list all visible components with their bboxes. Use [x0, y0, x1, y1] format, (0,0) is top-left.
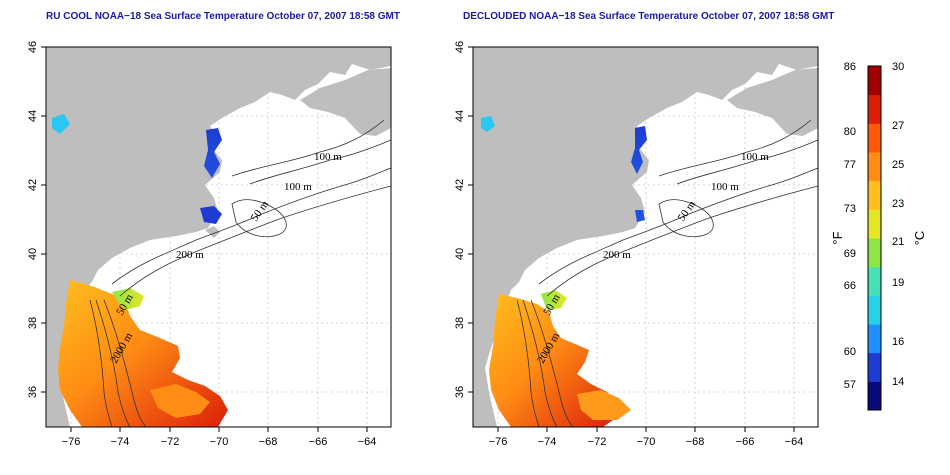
left-map-nova-scotia	[300, 68, 391, 136]
right-lon-label: −68	[686, 436, 705, 448]
colorbar-cell	[868, 209, 881, 239]
right-lon-label: −70	[637, 436, 656, 448]
colorbar-c-tick: 27	[892, 120, 904, 132]
colorbar-c-tick: 21	[892, 236, 904, 248]
colorbar-f-tick: 69	[844, 248, 856, 260]
right-map-ticks	[468, 46, 795, 432]
right-lon-label: −66	[736, 436, 755, 448]
left-map-panel: 100 m 100 m 50 m 200 m 50 m 2000 m −76 −…	[27, 41, 392, 448]
colorbar-c-tick: 25	[892, 159, 904, 171]
left-map-lon-labels: −76 −74 −72 −70 −68 −66 −64	[62, 436, 377, 448]
left-contour-label-200m: 200 m	[176, 249, 204, 261]
right-lat-label: 38	[454, 317, 466, 329]
colorbar-cell	[868, 152, 881, 182]
colorbar-cell	[868, 295, 881, 325]
right-map-sst-green	[541, 290, 567, 310]
colorbar-cells	[868, 66, 881, 411]
colorbar-c-tick: 30	[892, 61, 904, 73]
colorbar-cell	[868, 381, 881, 411]
left-map-contours	[89, 119, 392, 428]
colorbar-f-tick: 60	[844, 346, 856, 358]
colorbar-c-ticks: 30 27 25 23 21 19 16 14	[892, 61, 904, 388]
right-map-sst-orange-offshore	[577, 390, 631, 420]
left-lat-label: 36	[27, 386, 39, 398]
colorbar-frame	[867, 65, 882, 411]
right-lon-label: −76	[489, 436, 508, 448]
colorbar-f-tick: 66	[844, 280, 856, 292]
right-lon-label: −64	[785, 436, 804, 448]
right-contour-label-200m: 200 m	[603, 249, 631, 261]
left-map-sst-cyan-lake	[52, 114, 70, 134]
right-map-nova-scotia	[727, 68, 818, 136]
colorbar-c-tick: 16	[892, 336, 904, 348]
colorbar-f-tick: 80	[844, 126, 856, 138]
colorbar-cell	[868, 238, 881, 268]
left-lat-label: 42	[27, 179, 39, 191]
right-contour-label-100m-b: 100 m	[711, 181, 739, 193]
left-lon-label: −66	[309, 436, 328, 448]
right-map-lon-labels: −76 −74 −72 −70 −68 −66 −64	[489, 436, 804, 448]
right-lon-label: −72	[588, 436, 607, 448]
colorbar-cell	[868, 66, 881, 96]
left-lat-label: 44	[27, 110, 39, 122]
colorbar-f-tick: 57	[844, 379, 856, 391]
left-map-lat-labels: 46 44 42 40 38 36	[27, 41, 39, 398]
right-map-panel: 100 m 100 m 50 m 200 m 50 m 2000 m −76 −…	[454, 41, 819, 448]
left-contour-label-100m-a: 100 m	[314, 151, 342, 163]
left-contour-label-100m-b: 100 m	[284, 181, 312, 193]
right-map-title: DECLOUDED NOAA−18 Sea Surface Temperatur…	[463, 11, 835, 22]
right-contour-label-100m-a: 100 m	[741, 151, 769, 163]
colorbar-cell	[868, 94, 881, 124]
colorbar-celsius-label: °C	[912, 231, 927, 246]
right-lat-label: 46	[454, 41, 466, 53]
right-lon-label: −74	[538, 436, 557, 448]
colorbar-fahrenheit-label: °F	[830, 231, 845, 244]
left-lat-label: 40	[27, 248, 39, 260]
colorbar-cell	[868, 266, 881, 296]
left-map-sst-green	[112, 288, 144, 310]
right-lat-label: 44	[454, 110, 466, 122]
colorbar-f-tick: 86	[844, 61, 856, 73]
left-map-ticks	[41, 46, 368, 432]
left-map-sst-cool-shelf	[200, 206, 222, 224]
right-map-lat-labels: 46 44 42 40 38 36	[454, 41, 466, 398]
colorbar-f-ticks: 86 80 77 73 69 66 60 57	[844, 61, 856, 391]
left-lat-label: 46	[27, 41, 39, 53]
right-lat-label: 42	[454, 179, 466, 191]
colorbar-f-tick: 77	[844, 159, 856, 171]
colorbar-cell	[868, 352, 881, 382]
right-lat-label: 40	[454, 248, 466, 260]
left-map-title: RU COOL NOAA−18 Sea Surface Temperature …	[46, 11, 400, 22]
left-map-sst-cool-gom	[204, 128, 222, 178]
left-map-capecod	[205, 226, 220, 238]
right-map-contours	[516, 119, 819, 428]
left-lon-label: −70	[210, 436, 229, 448]
colorbar-c-tick: 19	[892, 277, 904, 289]
right-map-sst-cool-shelf	[635, 210, 645, 222]
colorbar-cell	[868, 123, 881, 153]
right-map-sst-cyan-lake	[481, 116, 495, 132]
left-lon-label: −68	[259, 436, 278, 448]
colorbar-c-tick: 23	[892, 198, 904, 210]
colorbar-f-tick: 73	[844, 203, 856, 215]
colorbar: 86 80 77 73 69 66 60 57 30 27 25 23 21 1…	[830, 61, 927, 411]
right-map-land	[473, 47, 818, 427]
left-lon-label: −64	[358, 436, 377, 448]
left-lon-label: −74	[111, 436, 130, 448]
right-lat-label: 36	[454, 386, 466, 398]
right-map-sst-cool-gom	[631, 126, 647, 174]
left-map-land	[46, 47, 391, 427]
left-lon-label: −76	[62, 436, 81, 448]
colorbar-cell	[868, 180, 881, 210]
colorbar-cell	[868, 324, 881, 354]
left-lat-label: 38	[27, 317, 39, 329]
left-map-sst-orange-offshore	[150, 384, 210, 418]
colorbar-c-tick: 14	[892, 376, 904, 388]
left-lon-label: −72	[161, 436, 180, 448]
